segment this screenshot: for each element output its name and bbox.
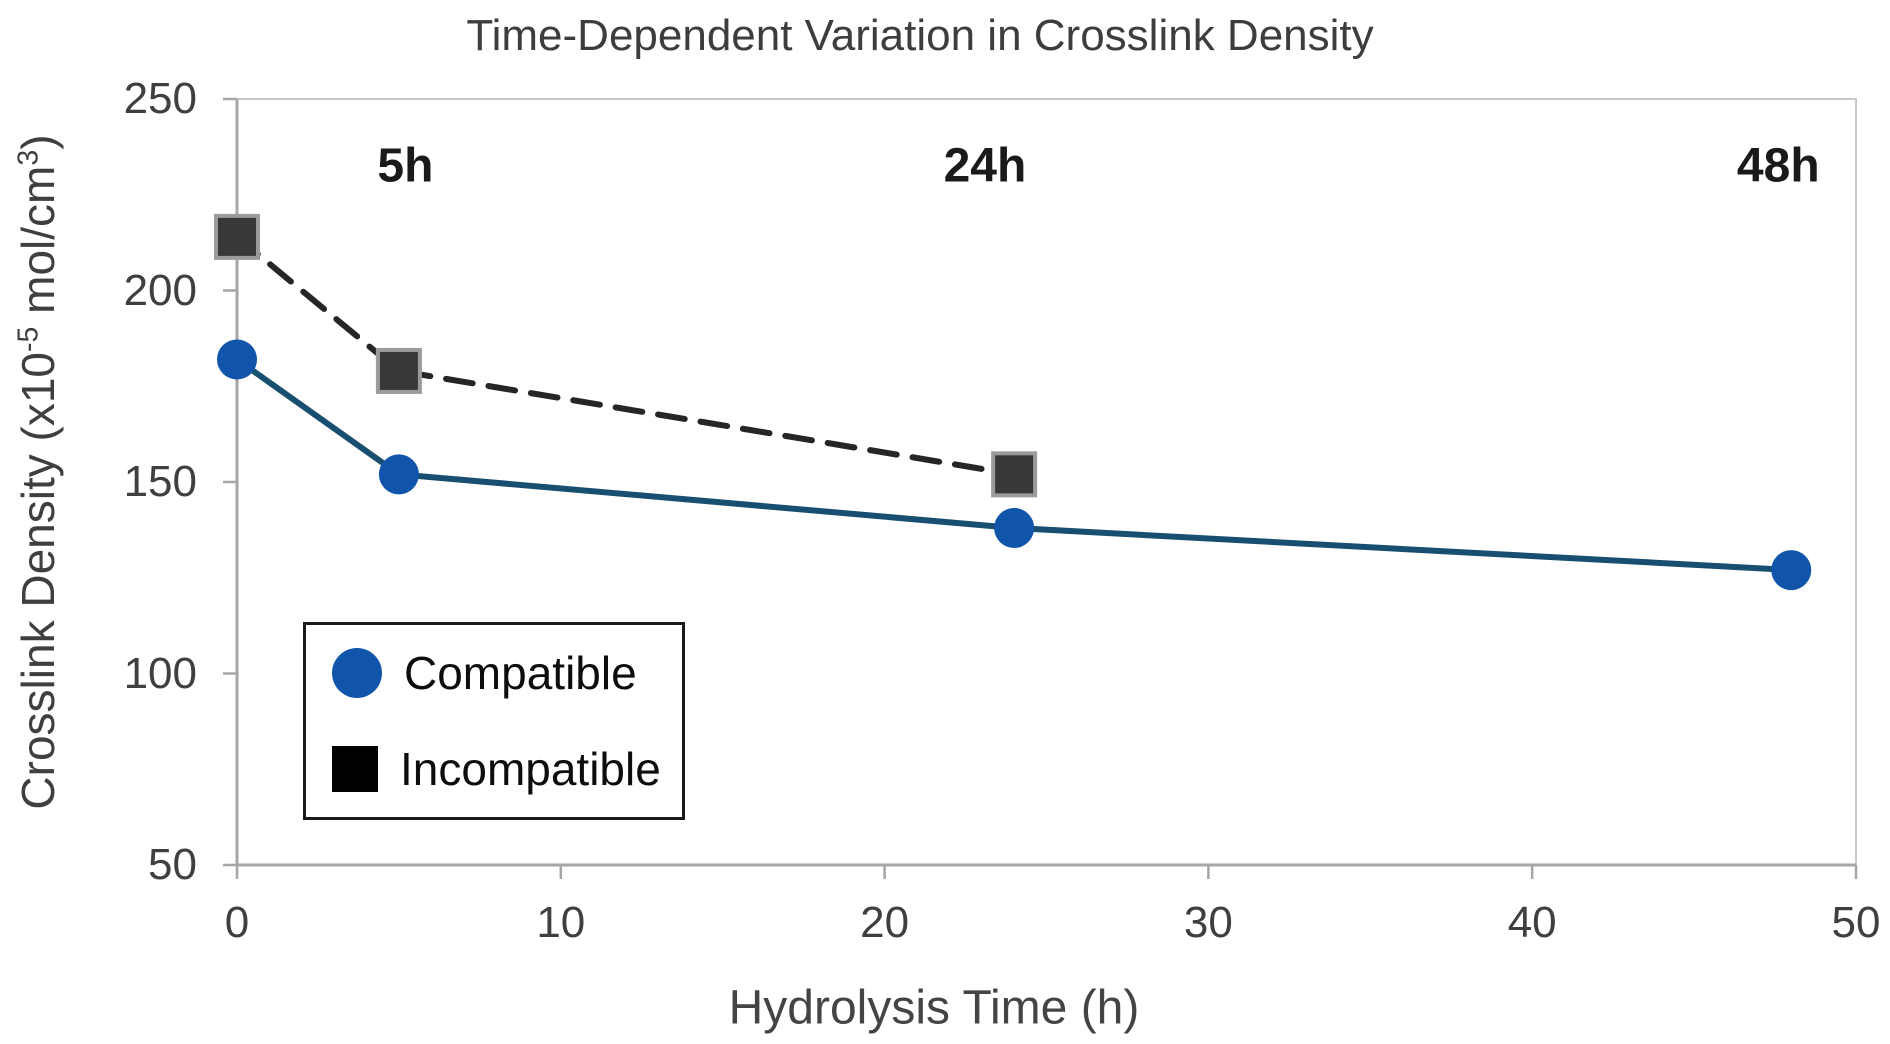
data-point-incompatible (214, 213, 260, 260)
series-line-incompatible (234, 233, 1018, 478)
y-axis-title-superscript: 3 (12, 149, 45, 166)
circle-marker-icon (332, 648, 382, 698)
series-line-compatible (234, 356, 1795, 574)
legend-label-compatible: Compatible (404, 647, 637, 699)
legend-item-compatible: Compatible (332, 646, 682, 700)
data-point-compatible (217, 339, 257, 380)
data-point-incompatible (991, 451, 1038, 498)
annotation-5h: 5h (377, 139, 434, 193)
square-marker-icon (332, 746, 378, 792)
y-tick-label: 100 (123, 648, 197, 698)
y-tick-label: 50 (148, 840, 197, 889)
data-point-compatible (378, 454, 419, 495)
y-tick-label: 150 (123, 457, 197, 506)
annotation-24h: 24h (943, 139, 1027, 193)
x-tick-label: 0 (224, 898, 250, 947)
y-axis-title: Crosslink Density (x10-5 mol/cm3) (11, 134, 65, 809)
x-tick-label: 10 (536, 898, 586, 947)
x-axis-title: Hydrolysis Time (h) (728, 981, 1140, 1035)
legend-box: Compatible Incompatible (303, 622, 685, 820)
y-axis-title-text: mol/cm (12, 165, 64, 327)
legend-label-incompatible: Incompatible (400, 743, 661, 795)
data-point-incompatible (375, 347, 422, 394)
legend-item-incompatible: Incompatible (332, 742, 682, 796)
chart-title: Time-Dependent Variation in Crosslink De… (466, 11, 1374, 60)
data-point-compatible (1771, 550, 1812, 591)
x-tick-label: 30 (1183, 898, 1233, 947)
y-axis-title-text: Crosslink Density (x10 (12, 351, 64, 810)
data-point-compatible (994, 507, 1035, 548)
x-tick-label: 20 (860, 898, 910, 947)
x-tick-label: 40 (1507, 898, 1557, 947)
y-axis-title-text: ) (12, 134, 64, 150)
y-axis-title-superscript: -5 (12, 326, 45, 352)
y-tick-label: 250 (123, 74, 197, 123)
annotation-48h: 48h (1736, 139, 1820, 193)
x-tick-label: 50 (1831, 898, 1881, 947)
y-tick-label: 200 (123, 265, 197, 315)
